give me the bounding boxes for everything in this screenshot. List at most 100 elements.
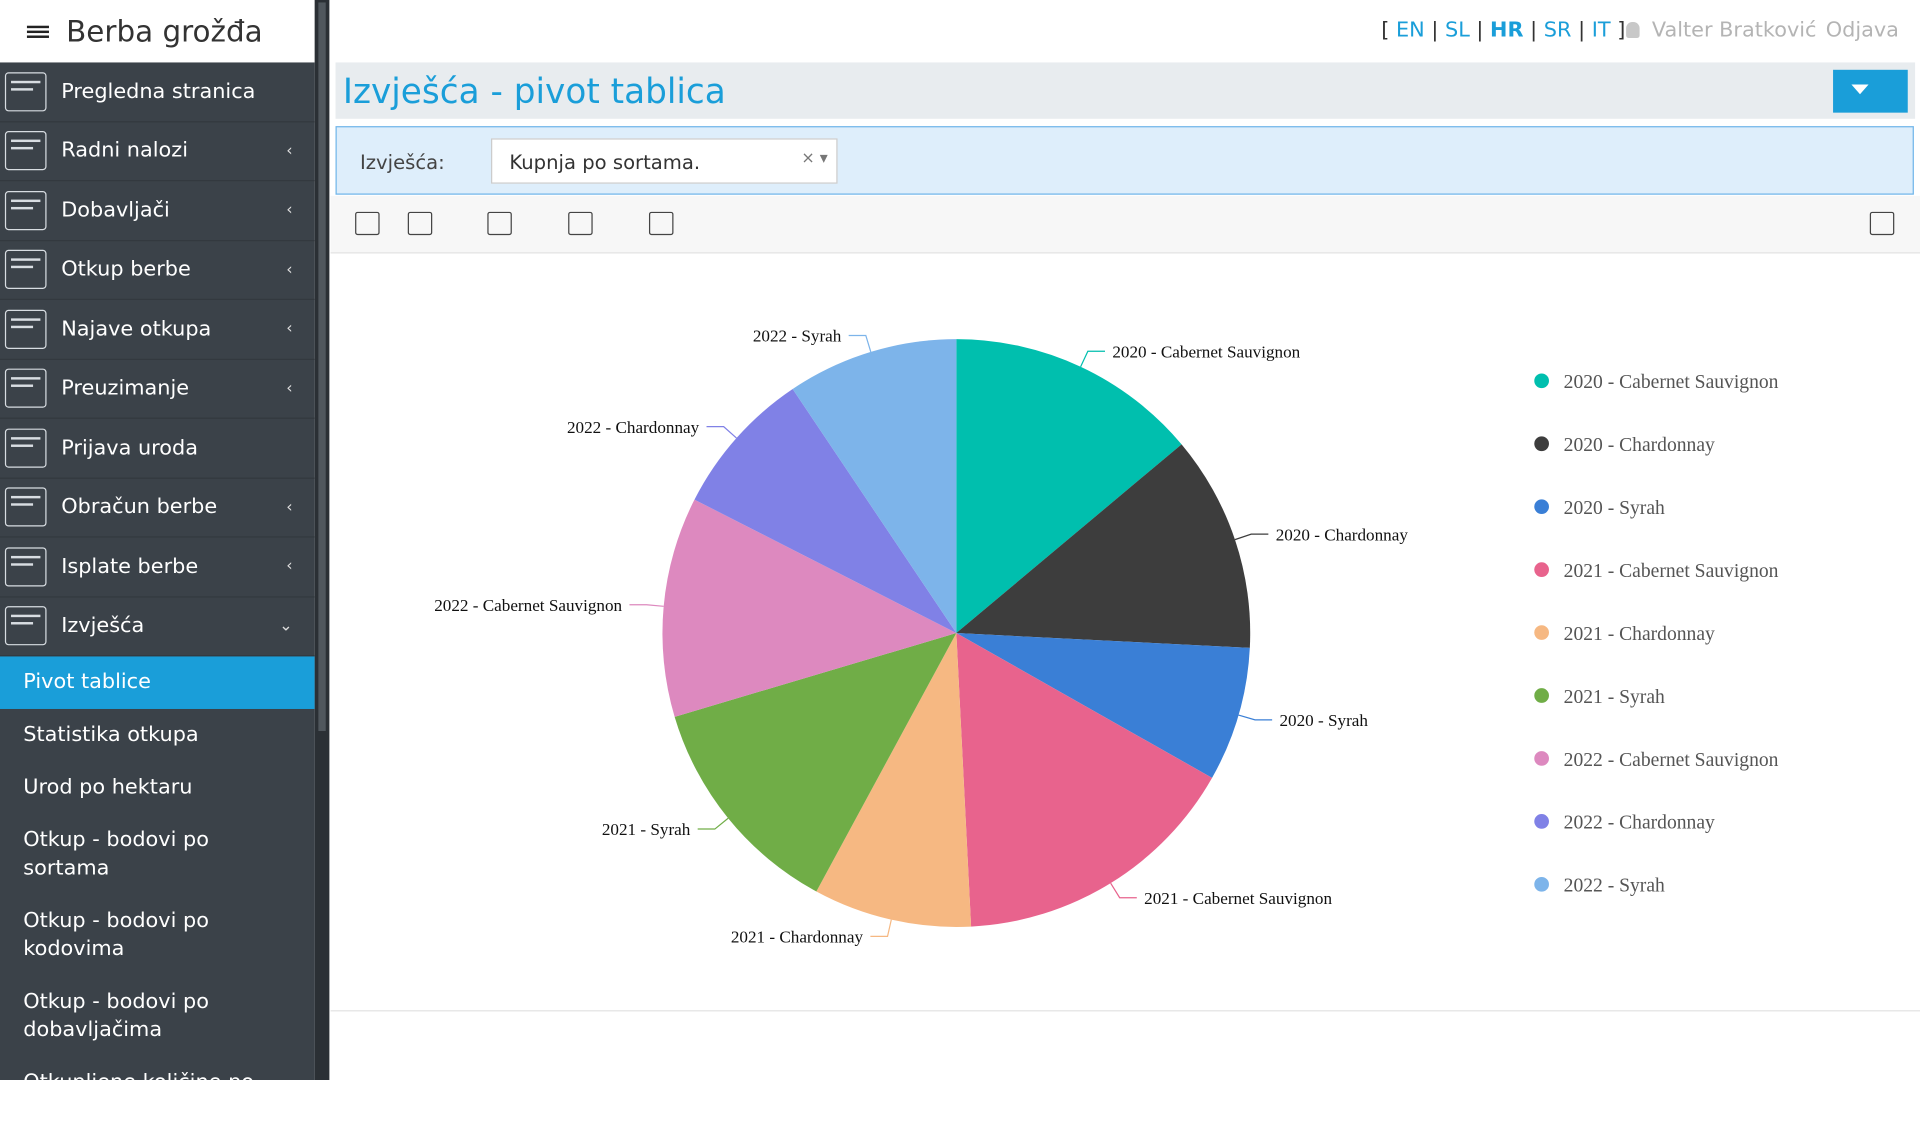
pie-slice: [662, 499, 957, 717]
app-title: Berba grožđa: [66, 14, 263, 49]
language[interactable]: EN: [1395, 18, 1425, 43]
nav-item[interactable]: Dobavljači ‹: [0, 181, 315, 241]
pie-slice: [694, 388, 957, 634]
chevron: ‹: [286, 201, 293, 220]
grid-button[interactable]: [355, 211, 380, 236]
nav-label: Obračun berbe: [61, 495, 218, 520]
nav-subitem[interactable]: Otkup - bodovi po kodovima: [23, 908, 209, 962]
separator: |: [1476, 18, 1484, 43]
leader-line: [1110, 882, 1137, 899]
nav-subitem[interactable]: Otkup - bodovi po dobavljačima: [23, 989, 209, 1043]
separator: |: [1431, 18, 1439, 43]
nav-item[interactable]: Preuzimanje ‹: [0, 359, 315, 419]
language[interactable]: SR: [1543, 18, 1572, 43]
leader-line: [706, 426, 737, 439]
legend-icon: [1534, 876, 1549, 892]
scroll-thumb[interactable]: [318, 2, 326, 732]
nav-icon: [4, 190, 47, 230]
nav-label: Najave otkupa: [61, 316, 212, 342]
settings-button[interactable]: [1869, 211, 1895, 236]
nav-label: Pregledna stranica: [61, 79, 256, 104]
nav-icon: [4, 487, 47, 527]
nav-icon: [4, 606, 47, 646]
sidebar: Berba grožđa Pregledna stranica Radni nal…: [0, 0, 315, 1123]
slice-label: 2022 - Chardonnay: [567, 418, 700, 437]
language[interactable]: HR: [1490, 18, 1524, 43]
nav-item[interactable]: Otkup berbe ‹: [0, 241, 315, 300]
nav-icon: [4, 309, 47, 349]
filter-button[interactable]: [1833, 69, 1908, 113]
nav-label: Isplate berbe: [61, 554, 199, 579]
language[interactable]: IT: [1591, 18, 1611, 43]
leader-line: [1234, 533, 1269, 541]
nav-icon: [4, 131, 47, 171]
user[interactable]: Valter Bratković: [1626, 18, 1817, 43]
app: Berba grožđa Pregledna stranica Radni nal…: [0, 0, 1920, 1080]
nav-label: Preuzimanje: [61, 376, 190, 401]
leader-line: [848, 334, 872, 353]
nav-item[interactable]: Obračun berbe ‹: [0, 478, 315, 538]
nav-subitem[interactable]: Otkupljene količine po dobavljačima i so…: [23, 1070, 268, 1123]
chevron: ‹: [286, 557, 293, 576]
nav-icon: [4, 428, 47, 468]
nav-subitem[interactable]: Otkup - bodovi po sortama: [23, 827, 209, 881]
legend-label: 2021 - Cabernet Sauvignon: [1564, 561, 1779, 582]
user-name: Valter Bratković: [1651, 18, 1817, 43]
nav-item[interactable]: Isplate berbe ‹: [0, 538, 315, 597]
nav-icon: [4, 368, 47, 409]
nav: Pregledna stranica Radni nalozi ‹ Dobavljač…: [0, 62, 315, 1137]
report-select[interactable]: Kupnja po sortama.: [491, 138, 838, 184]
title-bar: Izvješća - pivot tablica: [335, 62, 1916, 119]
nav-label: Izvješća: [61, 613, 145, 639]
format-button[interactable]: [648, 211, 674, 236]
language[interactable]: SL: [1444, 18, 1470, 43]
chevron: ‹: [286, 319, 293, 339]
nav-subitem[interactable]: Statistika otkupa: [23, 722, 199, 747]
nav-item[interactable]: Izvješća ⌄: [0, 597, 315, 657]
nav-item[interactable]: Pregledna stranica: [0, 62, 315, 122]
pie-slice: [956, 633, 1250, 778]
chevron: ‹: [286, 379, 293, 398]
nav-item[interactable]: Najave otkupa ‹: [0, 300, 315, 360]
legend-icon: [1534, 499, 1549, 515]
nav-label: Otkup berbe: [61, 257, 191, 282]
nav-label: Radni nalozi: [61, 138, 188, 164]
slice-label: 2021 - Syrah: [602, 820, 691, 839]
slice-label: 2020 - Chardonnay: [1276, 525, 1409, 544]
chart-button[interactable]: [407, 211, 433, 236]
leader-line: [697, 817, 729, 830]
logout[interactable]: Odjava: [1825, 18, 1899, 43]
page: Berba grožđa Pregledna stranica Radni nal…: [0, 0, 1920, 1080]
legend-label: 2022 - Cabernet Sauvignon: [1564, 750, 1779, 771]
nav-item[interactable]: Radni nalozi ‹: [0, 122, 315, 182]
legend-label: 2020 - Cabernet Sauvignon: [1564, 372, 1779, 393]
layout-button[interactable]: [568, 211, 593, 236]
pie-slice: [956, 633, 1213, 927]
pie-slice: [956, 339, 1182, 634]
nav-subitem[interactable]: Pivot tablice: [0, 656, 315, 709]
nav-item[interactable]: Prijava uroda: [0, 419, 315, 479]
leader-line: [629, 604, 664, 607]
nav-icon: [4, 71, 47, 112]
legend-label: 2022 - Chardonnay: [1564, 813, 1715, 834]
nav-subitem[interactable]: Urod po hektaru: [23, 775, 193, 800]
chart: 2020 - Cabernet Sauvignon 2020 - Chardonn…: [434, 327, 1779, 947]
legend-label: 2021 - Syrah: [1564, 687, 1665, 708]
nav-icon: [4, 250, 47, 290]
legend-icon: [1534, 814, 1549, 829]
filter-row: Izvješća: Kupnja po sortama.: [335, 126, 1914, 195]
chevron: ‹: [286, 260, 293, 279]
nav-label: Dobavljači: [61, 198, 170, 223]
legend-label: 2022 - Syrah: [1564, 876, 1665, 897]
brand: Berba grožđa: [0, 0, 315, 63]
topbar: [ EN | SL | HR | SR | IT ] Valter Bratko…: [331, 0, 1920, 62]
nav-icon: [4, 547, 47, 587]
pie-slice: [816, 633, 972, 927]
chevron: ‹: [286, 498, 293, 517]
export-button[interactable]: [487, 211, 512, 236]
chevron: ⌄: [279, 616, 293, 636]
pie-slice: [956, 444, 1251, 648]
scrollbar: [314, 0, 330, 1080]
menu-toggle[interactable]: [26, 25, 49, 38]
select-value: Kupnja po sortama.: [509, 150, 701, 174]
